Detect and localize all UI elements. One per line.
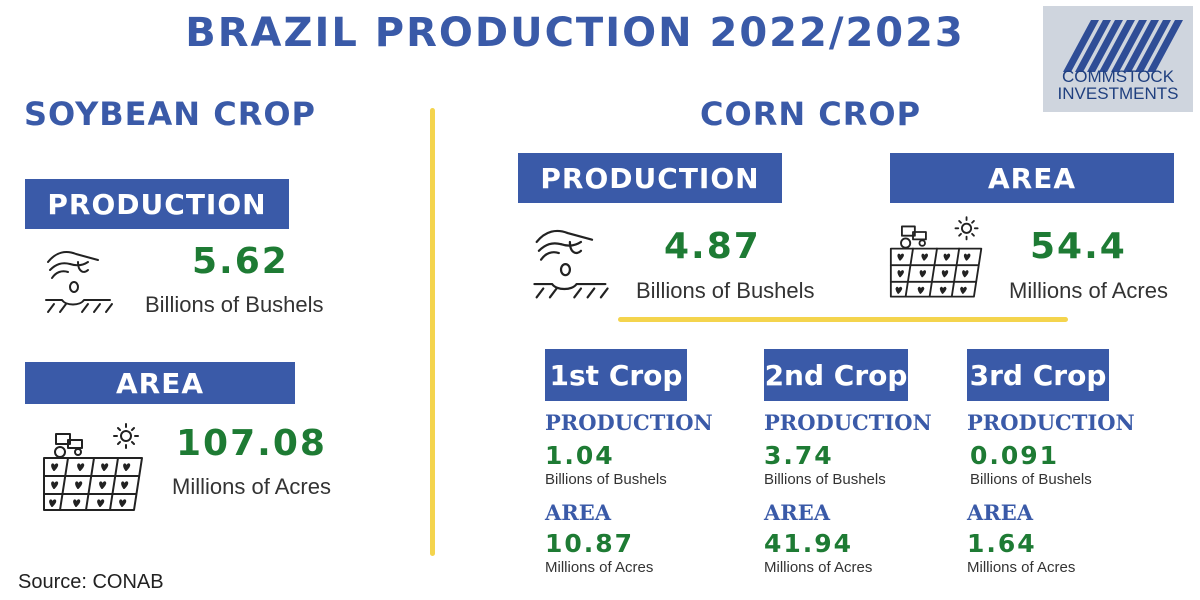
soybean-production-value: 5.62 — [192, 241, 289, 282]
page-title: BRAZIL PRODUCTION 2022/2023 — [185, 10, 965, 56]
tractor-field-sun-icon — [889, 216, 983, 298]
second-crop-production-value: 3.74 — [764, 441, 834, 470]
second-crop-production-unit: Billions of Bushels — [764, 471, 886, 488]
first-crop-area-value: 10.87 — [545, 529, 635, 558]
second-crop-production-label: PRODUCTION — [764, 410, 932, 435]
third-crop-production-label: PRODUCTION — [967, 410, 1135, 435]
third-crop-area-unit: Millions of Acres — [967, 559, 1076, 576]
first-crop-label: 1st Crop — [545, 349, 687, 401]
third-crop-area-label: AREA — [967, 500, 1034, 525]
tractor-field-sun-icon — [43, 423, 143, 511]
corn-area-value: 54.4 — [1030, 226, 1127, 267]
second-crop-area-value: 41.94 — [764, 529, 854, 558]
third-crop-area-value: 1.64 — [967, 529, 1037, 558]
logo-line1: COMMSTOCK — [1061, 67, 1175, 86]
second-crop-area-unit: Millions of Acres — [764, 559, 873, 576]
source-note: Source: CONAB — [18, 571, 164, 593]
first-crop-production-label: PRODUCTION — [545, 410, 713, 435]
second-crop-label: 2nd Crop — [764, 349, 908, 401]
second-crop-area-label: AREA — [764, 500, 831, 525]
corn-production-value: 4.87 — [664, 226, 761, 267]
hand-planting-seed-icon — [45, 251, 113, 313]
commstock-logo: COMMSTOCK INVESTMENTS — [1043, 6, 1193, 112]
soybean-area-unit: Millions of Acres — [172, 474, 331, 499]
corn-heading: CORN CROP — [700, 95, 922, 133]
logo-line2: INVESTMENTS — [1057, 84, 1179, 103]
soybean-production-unit: Billions of Bushels — [145, 292, 324, 317]
soybean-area-value: 107.08 — [176, 423, 327, 464]
third-crop-label: 3rd Crop — [967, 349, 1109, 401]
corn-production-label: PRODUCTION — [518, 153, 782, 203]
soybean-production-label: PRODUCTION — [25, 179, 289, 229]
corn-area-label: AREA — [890, 153, 1174, 203]
horizontal-divider — [618, 317, 1068, 322]
vertical-divider — [430, 108, 435, 556]
third-crop-production-value: 0.091 — [970, 441, 1060, 470]
logo-stripes-icon — [1063, 20, 1183, 72]
first-crop-production-unit: Billions of Bushels — [545, 471, 667, 488]
soybean-area-label: AREA — [25, 362, 295, 404]
first-crop-area-unit: Millions of Acres — [545, 559, 654, 576]
corn-area-unit: Millions of Acres — [1009, 278, 1168, 303]
corn-production-unit: Billions of Bushels — [636, 278, 815, 303]
third-crop-production-unit: Billions of Bushels — [970, 471, 1092, 488]
first-crop-area-label: AREA — [545, 500, 612, 525]
first-crop-production-value: 1.04 — [545, 441, 615, 470]
hand-planting-seed-icon — [533, 229, 609, 299]
soybean-heading: SOYBEAN CROP — [24, 95, 316, 133]
